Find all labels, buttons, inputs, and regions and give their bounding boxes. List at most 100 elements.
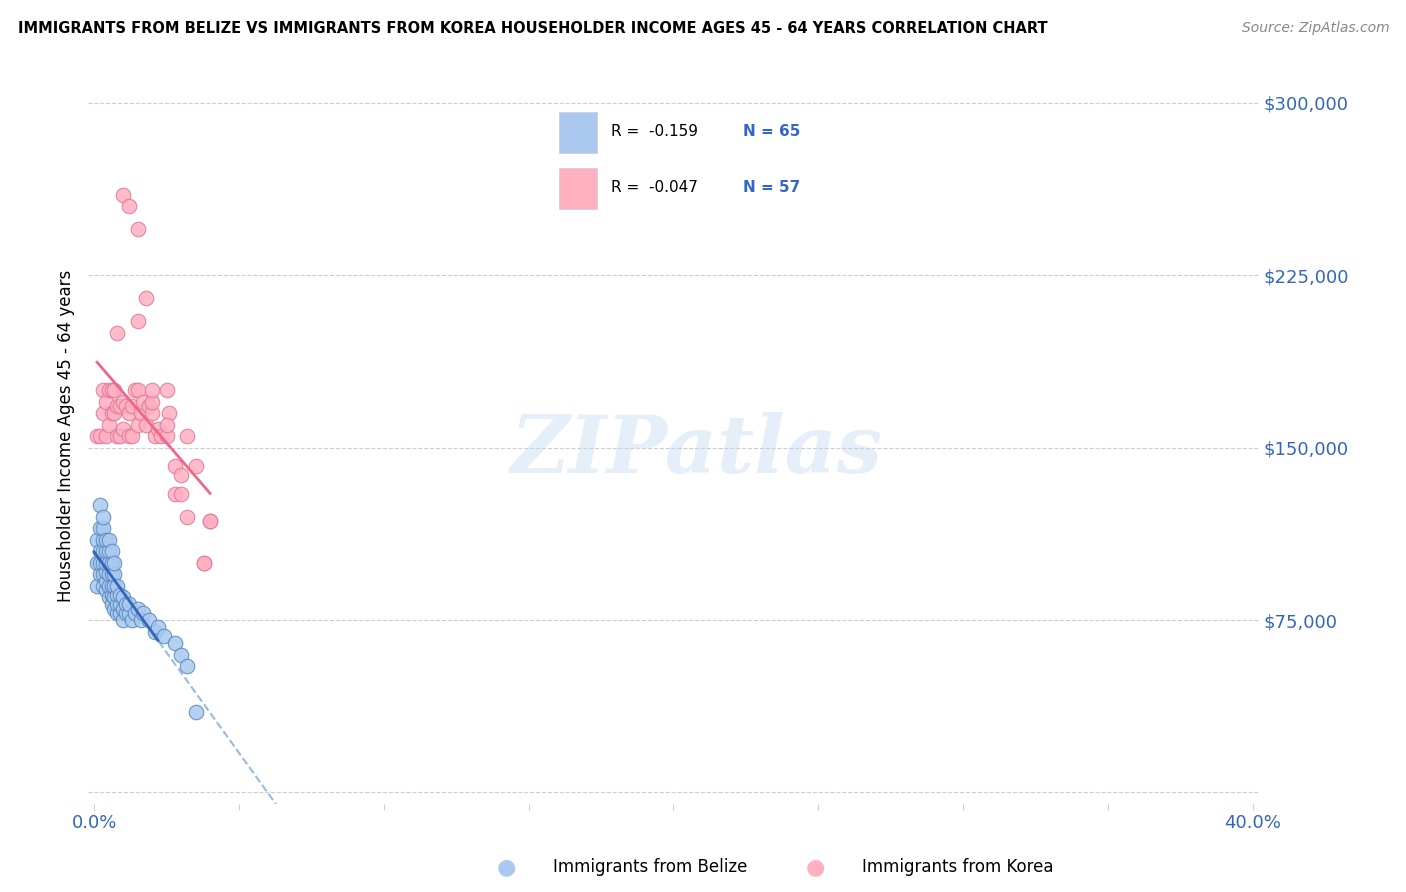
Point <box>97 533 120 547</box>
Point <box>184 459 207 474</box>
Point <box>110 606 132 620</box>
Point <box>127 314 149 328</box>
Point <box>193 556 215 570</box>
Point <box>184 705 207 719</box>
Point <box>105 579 128 593</box>
Point <box>118 406 141 420</box>
Point <box>100 597 122 611</box>
Point <box>129 406 152 420</box>
Point <box>112 422 135 436</box>
Point <box>176 429 198 443</box>
Point <box>86 579 108 593</box>
Point <box>143 624 166 639</box>
Point <box>127 222 149 236</box>
Point <box>155 384 177 398</box>
Point <box>105 606 128 620</box>
Point <box>152 629 174 643</box>
Point <box>97 579 120 593</box>
Point <box>94 394 117 409</box>
Point <box>165 636 187 650</box>
Point <box>94 533 117 547</box>
Point <box>115 597 138 611</box>
Point <box>91 509 114 524</box>
Point <box>132 606 155 620</box>
Text: Immigrants from Korea: Immigrants from Korea <box>862 858 1053 876</box>
Text: ●: ● <box>806 857 825 877</box>
Point <box>127 417 149 432</box>
Point <box>103 384 125 398</box>
Point <box>89 429 111 443</box>
Point <box>103 590 125 604</box>
Point <box>91 533 114 547</box>
Point <box>127 601 149 615</box>
Point <box>100 588 122 602</box>
Point <box>112 394 135 409</box>
Point <box>105 588 128 602</box>
Point <box>105 326 128 340</box>
Point <box>118 597 141 611</box>
Point <box>103 567 125 582</box>
Point <box>112 188 135 202</box>
Point <box>100 556 122 570</box>
Point <box>124 384 146 398</box>
Point <box>118 429 141 443</box>
Point <box>89 556 111 570</box>
Point <box>118 199 141 213</box>
Text: Immigrants from Belize: Immigrants from Belize <box>553 858 747 876</box>
Point <box>91 384 114 398</box>
Point <box>135 417 157 432</box>
Text: IMMIGRANTS FROM BELIZE VS IMMIGRANTS FROM KOREA HOUSEHOLDER INCOME AGES 45 - 64 : IMMIGRANTS FROM BELIZE VS IMMIGRANTS FRO… <box>18 21 1047 36</box>
Point <box>170 468 193 483</box>
Point <box>97 417 120 432</box>
Point <box>141 394 163 409</box>
Point <box>97 567 120 582</box>
Point <box>97 590 120 604</box>
Point <box>103 556 125 570</box>
Text: ●: ● <box>496 857 516 877</box>
Point <box>103 579 125 593</box>
Point <box>86 429 108 443</box>
Point <box>129 613 152 627</box>
Point <box>138 613 160 627</box>
Point <box>94 574 117 588</box>
Point <box>86 533 108 547</box>
Point <box>89 567 111 582</box>
Text: Source: ZipAtlas.com: Source: ZipAtlas.com <box>1241 21 1389 35</box>
Point <box>121 613 143 627</box>
Point <box>112 590 135 604</box>
Point <box>198 514 221 528</box>
Point <box>89 498 111 512</box>
Point <box>94 429 117 443</box>
Point <box>176 509 198 524</box>
Point <box>176 659 198 673</box>
Point <box>110 597 132 611</box>
Point <box>105 400 128 414</box>
Point <box>110 588 132 602</box>
Point <box>124 606 146 620</box>
Point <box>132 394 155 409</box>
Point <box>103 406 125 420</box>
Point <box>89 544 111 558</box>
Point <box>146 620 169 634</box>
Point <box>193 556 215 570</box>
Point <box>121 429 143 443</box>
Point <box>97 544 120 558</box>
Y-axis label: Householder Income Ages 45 - 64 years: Householder Income Ages 45 - 64 years <box>58 270 75 602</box>
Point <box>112 601 135 615</box>
Point <box>105 429 128 443</box>
Point <box>100 384 122 398</box>
Point <box>94 544 117 558</box>
Point <box>127 384 149 398</box>
Point <box>97 384 120 398</box>
Point <box>86 556 108 570</box>
Point <box>149 429 172 443</box>
Point <box>97 556 120 570</box>
Point <box>115 400 138 414</box>
Point <box>105 597 128 611</box>
Point <box>110 400 132 414</box>
Point <box>100 567 122 582</box>
Point <box>94 565 117 579</box>
Point <box>165 459 187 474</box>
Point <box>138 400 160 414</box>
Point <box>141 384 163 398</box>
